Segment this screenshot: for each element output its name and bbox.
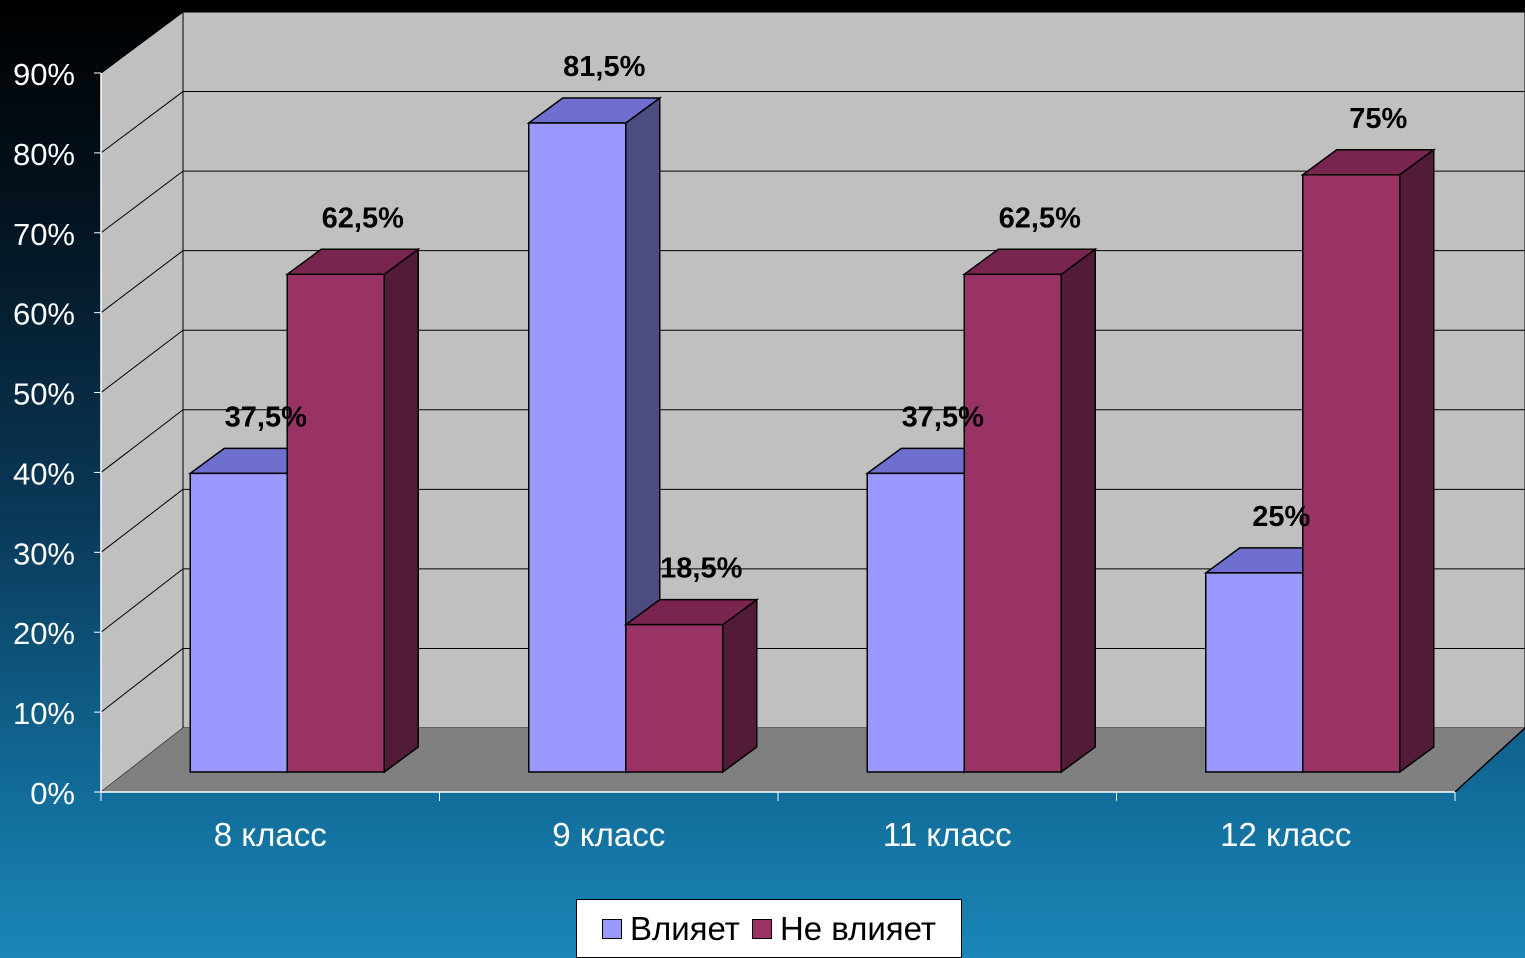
bar-front xyxy=(963,273,1062,773)
y-tick-label: 10% xyxy=(13,696,75,731)
x-category-label: 8 класс xyxy=(214,816,327,853)
data-label: 62,5% xyxy=(322,202,404,234)
bar-front xyxy=(189,472,288,773)
gridline-side xyxy=(100,250,184,314)
data-label: 81,5% xyxy=(563,51,645,83)
bar-front xyxy=(528,122,627,773)
legend-label-series-1: Влияет xyxy=(629,909,740,947)
data-label: 37,5% xyxy=(902,401,984,433)
y-tick-label: 50% xyxy=(13,377,75,412)
gridline-side xyxy=(100,91,184,154)
x-category-label: 11 класс xyxy=(883,816,1012,853)
y-tick-label: 80% xyxy=(13,137,75,172)
data-label: 75% xyxy=(1349,103,1407,135)
bar xyxy=(1300,148,1437,774)
bar xyxy=(623,598,760,774)
data-label: 25% xyxy=(1252,501,1310,533)
y-tick-label: 30% xyxy=(13,536,75,571)
legend-label-series-2: Не влияет xyxy=(779,909,936,947)
floor-edge xyxy=(1454,727,1525,793)
bar-front xyxy=(866,472,965,773)
bar-front xyxy=(1302,174,1401,773)
bar xyxy=(526,96,663,774)
y-tick-label: 40% xyxy=(13,456,75,491)
bar-side xyxy=(1060,247,1096,774)
bar xyxy=(961,247,1098,774)
y-axis: 0% 10% 20% 30% 40% 50% 60% 70% 80% 90% xyxy=(13,57,102,811)
y-tick-label: 20% xyxy=(13,616,75,651)
gridline-side xyxy=(100,568,184,633)
bar xyxy=(284,247,421,774)
legend: Влияет Не влияет xyxy=(576,899,962,958)
y-tick-label: 70% xyxy=(13,217,75,252)
data-label: 62,5% xyxy=(999,202,1081,234)
gridline-side xyxy=(100,170,184,234)
gridline-side xyxy=(100,488,184,553)
legend-swatch-series-1 xyxy=(601,918,622,939)
bar-side xyxy=(722,598,758,774)
gridline-side xyxy=(100,11,184,74)
bar-front xyxy=(1205,572,1304,773)
bar-side xyxy=(1399,148,1435,774)
x-category-label: 12 класс xyxy=(1220,816,1351,853)
bar-side xyxy=(383,247,419,774)
side-wall xyxy=(100,11,184,794)
gridline-side xyxy=(100,648,184,713)
y-tick-label: 0% xyxy=(30,776,75,811)
legend-item-series-1: Влияет xyxy=(601,909,740,948)
x-axis: 8 класс 9 класс 11 класс 12 класс xyxy=(100,727,1525,853)
x-category-label: 9 класс xyxy=(552,816,665,853)
legend-swatch-series-2 xyxy=(751,918,772,939)
y-tick-label: 60% xyxy=(13,297,75,332)
bars xyxy=(187,96,1437,774)
legend-item-series-2: Не влияет xyxy=(751,909,936,948)
data-labels: 37,5% 62,5% 81,5% 18,5% 37,5% 62,5% 25% 75% xyxy=(225,51,1408,585)
chart-floor xyxy=(101,728,1525,792)
gridline-side xyxy=(100,409,184,473)
gridline-side xyxy=(100,329,184,393)
data-label: 18,5% xyxy=(660,553,742,585)
chart-walls xyxy=(100,11,1525,794)
y-tick-label: 90% xyxy=(13,57,75,92)
bar-front xyxy=(625,623,724,773)
data-label: 37,5% xyxy=(225,401,307,433)
bar-front xyxy=(286,273,385,773)
